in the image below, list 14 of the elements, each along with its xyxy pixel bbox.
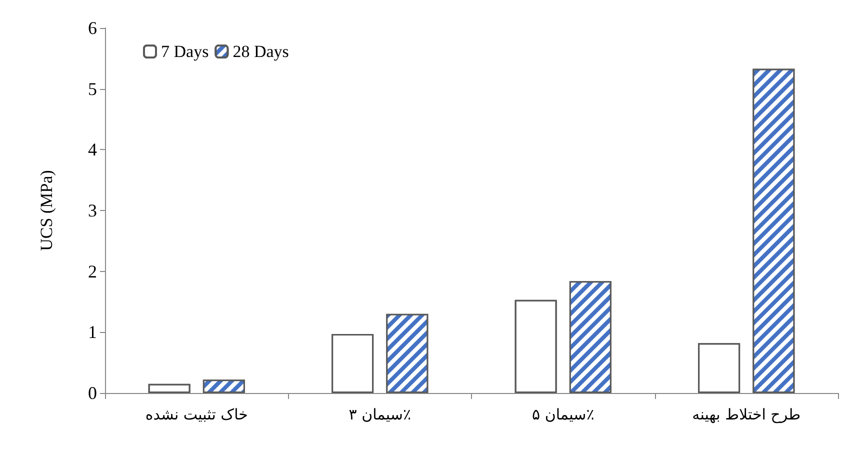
x-tick-label: خاک تثبیت نشده	[145, 406, 248, 424]
y-tick-label: 5	[88, 78, 97, 99]
y-tick-label: 3	[88, 200, 97, 220]
y-tick-label: 4	[88, 140, 97, 160]
y-tick-label: 1	[88, 322, 97, 342]
y-axis-title: UCS (MPa)	[37, 170, 56, 251]
y-tick-label: 6	[88, 18, 97, 38]
x-tick-label: سیمان ۳٪	[348, 406, 411, 424]
legend-label: 7 Days	[161, 42, 209, 61]
y-tick-label: 2	[88, 261, 97, 282]
legend-label: 28 Days	[232, 42, 289, 61]
x-tick-label: سیمان ۵٪	[532, 406, 594, 424]
y-tick-label: 0	[88, 383, 97, 403]
x-tick-label: طرح اختلاط بهینه	[692, 406, 801, 424]
